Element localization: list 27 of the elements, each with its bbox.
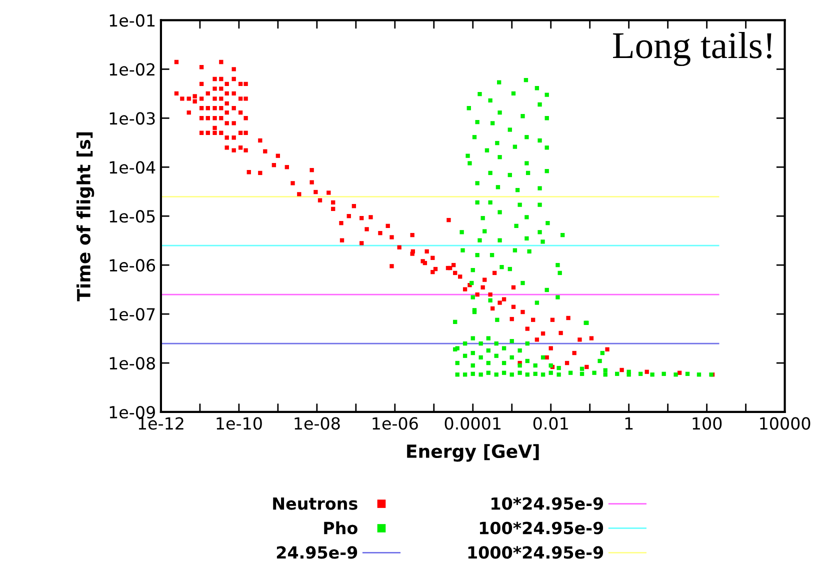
legend-label: Pho — [324, 521, 358, 534]
annotation: Long tails! — [613, 32, 772, 66]
legend-label: 100*24.95e-9 — [480, 522, 604, 534]
y-tick-label: 1e-02 — [110, 63, 154, 76]
x-tick-label: 100 — [692, 417, 722, 430]
legend-label: 24.95e-9 — [276, 546, 358, 559]
x-tick-label: 1e-12 — [138, 417, 184, 430]
x-tick-label: 0.0001 — [444, 417, 500, 430]
legend-label: Neutrons — [273, 497, 358, 510]
y-tick-label: 1e-01 — [110, 14, 155, 27]
x-tick-label: 1e-10 — [216, 417, 262, 430]
x-tick-label: 1e-08 — [294, 417, 340, 430]
y-tick-label: 1e-05 — [110, 210, 155, 223]
x-tick-label: 10000 — [760, 417, 810, 430]
y-tick-label: 1e-07 — [110, 308, 155, 321]
y-tick-label: 1e-06 — [110, 259, 156, 272]
x-tick-label: 1e-06 — [372, 417, 418, 430]
y-tick-label: 1e-08 — [110, 356, 155, 370]
legend-label: 1000*24.95e-9 — [468, 546, 604, 559]
y-axis-title: Time of flight [s] — [76, 132, 94, 302]
x-axis-title: Energy [GeV] — [407, 444, 539, 462]
y-tick-label: 1e-03 — [110, 112, 155, 125]
legend-label: 10*24.95e-9 — [492, 497, 604, 510]
y-tick-label: 1e-04 — [110, 161, 156, 174]
y-tick-label: 1e-09 — [110, 406, 155, 419]
x-tick-label: 1 — [625, 417, 633, 430]
x-tick-label: 0.01 — [533, 417, 568, 430]
